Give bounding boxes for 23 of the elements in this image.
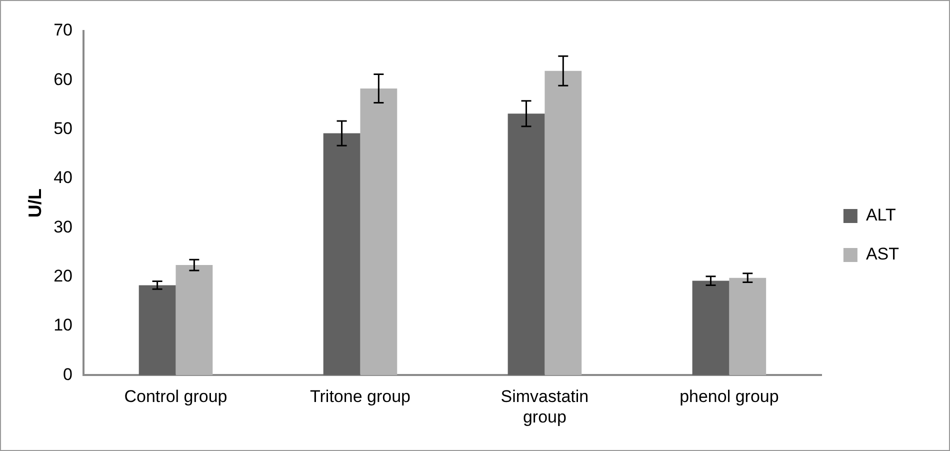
bar (544, 70, 582, 376)
x-tick-label: Control group (124, 387, 228, 406)
bar (360, 88, 398, 376)
x-tick-label: Tritone group (310, 387, 410, 406)
y-tick-label: 70 (54, 20, 73, 40)
y-tick-label: 10 (54, 316, 73, 335)
bar (692, 280, 730, 376)
y-tick-label: 50 (54, 119, 73, 138)
bar (176, 265, 213, 376)
bar (508, 114, 545, 376)
legend-label: AST (866, 244, 899, 264)
bar (729, 278, 766, 376)
bar (138, 285, 176, 376)
x-tick-label: Simvastatin group (500, 387, 589, 426)
y-tick-label: 30 (54, 217, 73, 236)
y-axis-title: U/L (24, 188, 45, 218)
bar (323, 133, 360, 376)
y-tick-label: 0 (63, 364, 73, 384)
y-tick-label: 60 (54, 70, 73, 89)
legend-label: ALT (866, 206, 896, 225)
y-tick-label: 40 (54, 168, 73, 188)
x-tick-label: phenol group (680, 387, 779, 406)
y-tick-label: 20 (54, 266, 73, 286)
